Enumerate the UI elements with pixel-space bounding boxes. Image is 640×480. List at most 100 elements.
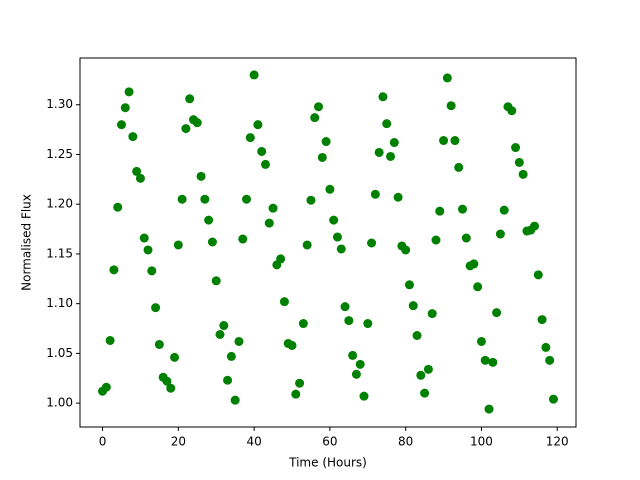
data-point	[185, 94, 195, 104]
data-point	[484, 404, 494, 414]
data-point	[287, 340, 297, 350]
data-point	[431, 235, 441, 245]
data-point	[416, 370, 426, 380]
data-point	[442, 73, 452, 83]
data-point	[230, 395, 240, 405]
data-point	[298, 319, 308, 329]
y-tick-label: 1.20	[46, 197, 73, 211]
data-point	[469, 259, 479, 269]
data-point	[370, 189, 380, 199]
data-point	[279, 297, 289, 307]
x-tick-label: 120	[546, 435, 569, 449]
data-point	[393, 192, 403, 202]
data-point	[363, 319, 373, 329]
data-point	[427, 309, 437, 319]
data-point	[541, 342, 551, 352]
data-point	[151, 303, 161, 313]
data-point	[355, 359, 365, 369]
data-point	[223, 375, 233, 385]
data-point	[518, 169, 528, 179]
data-point	[480, 355, 490, 365]
data-point	[446, 101, 456, 111]
data-point	[495, 229, 505, 239]
x-tick-label: 40	[246, 435, 261, 449]
x-tick-label: 80	[398, 435, 413, 449]
data-point	[196, 171, 206, 181]
data-point	[435, 206, 445, 216]
data-point	[378, 92, 388, 102]
data-point	[249, 70, 259, 80]
axes-frame	[79, 57, 577, 428]
data-point	[351, 369, 361, 379]
data-point	[401, 245, 411, 255]
data-point	[332, 232, 342, 242]
data-point	[348, 350, 358, 360]
data-point	[135, 173, 145, 183]
y-axis-label: Normalised Flux	[20, 194, 34, 291]
data-point	[306, 195, 316, 205]
data-point	[226, 351, 236, 361]
y-tick-label: 1.00	[46, 396, 73, 410]
data-point	[514, 157, 524, 167]
data-point	[344, 316, 354, 326]
data-point	[139, 233, 149, 243]
data-point	[105, 335, 115, 345]
data-point	[382, 119, 392, 129]
data-point	[461, 233, 471, 243]
data-point	[454, 162, 464, 172]
data-point	[207, 237, 217, 247]
data-point	[132, 166, 142, 176]
data-point	[253, 120, 263, 130]
data-point	[389, 138, 399, 148]
data-point	[533, 270, 543, 280]
y-tick-label: 1.10	[46, 296, 73, 310]
x-tick-label: 20	[171, 435, 186, 449]
data-point	[340, 302, 350, 312]
data-point	[204, 215, 214, 225]
data-point	[423, 364, 433, 374]
data-point	[276, 254, 286, 264]
data-point	[321, 137, 331, 147]
data-point	[476, 336, 486, 346]
data-point	[537, 315, 547, 325]
x-tick-label: 60	[322, 435, 337, 449]
data-point	[154, 339, 164, 349]
data-point	[128, 132, 138, 142]
data-point	[116, 120, 126, 130]
data-point	[458, 204, 468, 214]
data-point	[329, 215, 339, 225]
data-point	[177, 194, 187, 204]
data-point	[439, 136, 449, 146]
data-point	[545, 355, 555, 365]
data-point	[120, 103, 130, 113]
data-point	[291, 389, 301, 399]
data-point	[147, 266, 157, 276]
data-point	[238, 234, 248, 244]
data-point	[101, 382, 111, 392]
data-point	[404, 280, 414, 290]
data-point	[109, 265, 119, 275]
y-tick-label: 1.25	[46, 147, 73, 161]
data-point	[264, 218, 274, 228]
data-point	[143, 245, 153, 255]
data-point	[336, 244, 346, 254]
data-point	[310, 113, 320, 123]
data-point	[420, 388, 430, 398]
data-point	[124, 87, 134, 97]
data-point	[488, 357, 498, 367]
data-point	[113, 202, 123, 212]
data-point	[166, 383, 176, 393]
data-point	[412, 330, 422, 340]
y-tick-label: 1.05	[46, 346, 73, 360]
data-point	[530, 221, 540, 231]
y-tick-label: 1.30	[46, 97, 73, 111]
data-point	[492, 308, 502, 318]
data-point	[295, 378, 305, 388]
data-point	[192, 118, 202, 128]
data-point	[317, 152, 327, 162]
data-point	[260, 159, 270, 169]
x-axis-label: Time (Hours)	[288, 456, 367, 470]
data-point	[450, 136, 460, 146]
data-point	[511, 143, 521, 153]
